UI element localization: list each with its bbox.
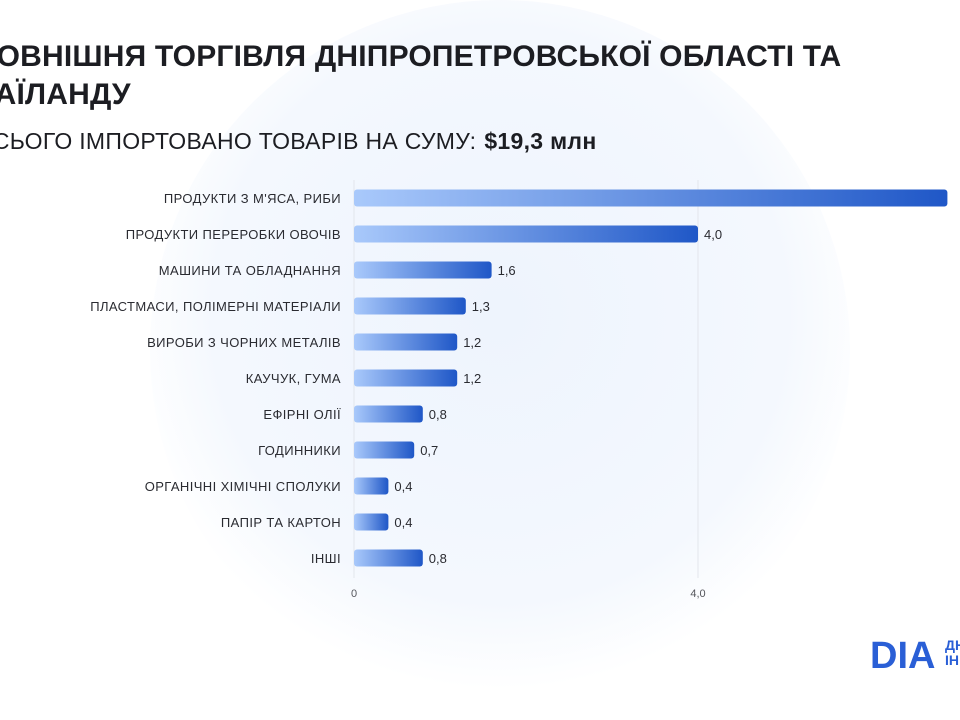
subtitle-total: $19,3 млн [484,128,597,154]
background-circle [150,0,850,700]
subtitle-prefix: ВСЬОГО ІМПОРТОВАНО ТОВАРІВ НА СУМУ: [0,128,477,154]
category-label: ВИРОБИ З ЧОРНИХ МЕТАЛІВ [147,335,341,350]
category-label: ОРГАНІЧНІ ХІМІЧНІ СПОЛУКИ [145,479,341,494]
category-label: ЕФІРНІ ОЛІЇ [263,407,341,422]
logo-text-line1: ДН [945,637,960,653]
dia-logo-icon: DIA [870,635,935,674]
value-label: 0,4 [394,515,412,530]
value-label: 1,2 [463,335,481,350]
x-tick-label: 0 [351,588,357,600]
bar [354,369,458,387]
bar [354,297,466,315]
bar [354,189,948,207]
bar [354,333,458,351]
bar [354,513,389,531]
value-label: 4,0 [704,227,722,242]
category-label: ПАПІР ТА КАРТОН [221,515,341,530]
bar [354,261,492,279]
value-label: 1,3 [472,299,490,314]
bar [354,405,423,423]
category-label: КАУЧУК, ГУМА [246,371,341,386]
bar [354,549,423,567]
category-label: МАШИНИ ТА ОБЛАДНАННЯ [159,263,341,278]
bar [354,441,415,459]
category-label: ІНШІ [311,551,341,566]
category-label: ГОДИННИКИ [258,443,341,458]
x-tick-label: 4,0 [690,588,705,600]
category-label: ПРОДУКТИ З М'ЯСА, РИБИ [164,191,341,206]
bar [354,477,389,495]
category-label: ПРОДУКТИ ПЕРЕРОБКИ ОВОЧІВ [126,227,341,242]
value-label: 0,8 [429,407,447,422]
page-subtitle: ВСЬОГО ІМПОРТОВАНО ТОВАРІВ НА СУМУ: $19,3… [0,126,597,156]
value-label: 0,4 [394,479,412,494]
value-label: 0,7 [420,443,438,458]
logo-text: ДН ІН [945,638,960,668]
category-label: ПЛАСТМАСИ, ПОЛІМЕРНІ МАТЕРІАЛИ [90,299,341,314]
page-title: ЗОВНІШНЯ ТОРГІВЛЯ ДНІПРОПЕТРОВСЬКОЇ ОБЛА… [0,40,842,111]
value-label: 1,2 [463,371,481,386]
value-label: 0,8 [429,551,447,566]
logo-text-line2: ІН [945,652,959,668]
value-label: 1,6 [498,263,516,278]
bar [354,225,698,243]
labels-layer: 0 4,0 ПРОДУКТИ З М'ЯСА, РИБИ ПРОДУКТИ ПЕРЕР… [90,191,722,600]
bars-layer [354,189,948,567]
logo-mark: DIA [870,635,935,674]
